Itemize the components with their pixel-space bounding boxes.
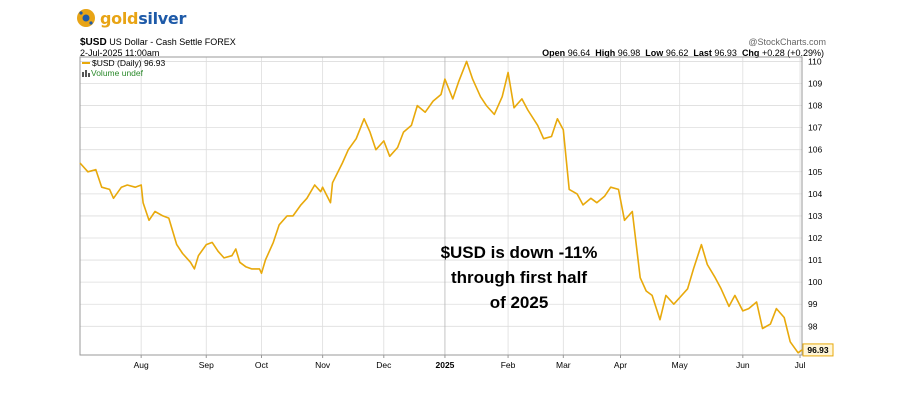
legend-series: $USD (Daily) 96.93 xyxy=(82,58,165,68)
y-tick-label: 106 xyxy=(808,145,822,155)
x-tick-label: Nov xyxy=(315,360,331,370)
symbol-description: US Dollar - Cash Settle FOREX xyxy=(109,37,236,47)
x-tick-label: Apr xyxy=(614,360,627,370)
price-stats: Open 96.64 High 96.98 Low 96.62 Last 96.… xyxy=(542,48,824,58)
annotation-line-2: through first half xyxy=(451,268,587,287)
last-value-label: 96.93 xyxy=(807,345,829,355)
brand-logo: goldsilver xyxy=(76,8,186,28)
legend-line-swatch xyxy=(82,62,90,64)
last-value-badge: 96.93 xyxy=(802,343,834,357)
last-value: 96.93 xyxy=(714,48,737,58)
chart-legend: $USD (Daily) 96.93 Volume undef xyxy=(82,58,165,78)
source-credit: @StockCharts.com xyxy=(748,37,826,47)
y-tick-label: 103 xyxy=(808,211,822,221)
symbol: $USD xyxy=(80,37,107,48)
x-tick-label: Feb xyxy=(501,360,516,370)
x-tick-label: Aug xyxy=(134,360,149,370)
coin-logo-icon xyxy=(76,8,96,28)
chart-datetime: 2-Jul-2025 11:00am xyxy=(80,48,160,58)
usd-price-line xyxy=(79,60,803,354)
x-tick-label: Jul xyxy=(795,360,806,370)
y-tick-label: 99 xyxy=(808,299,818,309)
last-label: Last xyxy=(693,48,712,58)
y-tick-label: 98 xyxy=(808,321,818,331)
legend-volume: Volume undef xyxy=(82,68,165,78)
y-tick-label: 105 xyxy=(808,167,822,177)
x-tick-label: May xyxy=(672,360,689,370)
x-tick-label: Sep xyxy=(199,360,214,370)
last-value-box xyxy=(802,343,834,357)
y-tick-label: 101 xyxy=(808,255,822,265)
brand-gold: gold xyxy=(100,8,139,28)
y-tick-label: 102 xyxy=(808,233,822,243)
volume-bars-icon xyxy=(82,69,90,77)
y-axis: 110 109 108 107 106 105 104 103 102 101 100 99 98 xyxy=(808,56,822,331)
y-tick-label: 100 xyxy=(808,277,822,287)
brand-silver: silver xyxy=(138,8,187,28)
y-tick-label: 104 xyxy=(808,189,822,199)
chart-grid xyxy=(80,57,802,355)
x-tick-label: 2025 xyxy=(435,360,454,370)
annotation-text: $USD is down -11% through first half of … xyxy=(414,240,624,315)
legend-series-label: $USD (Daily) 96.93 xyxy=(92,58,166,68)
y-tick-label: 110 xyxy=(808,56,822,66)
open-label: Open xyxy=(542,48,566,58)
y-tick-label: 109 xyxy=(808,78,822,88)
x-tick-label: Dec xyxy=(376,360,392,370)
chart-symbol-line: $USD US Dollar - Cash Settle FOREX xyxy=(80,37,236,48)
plot-frame xyxy=(79,56,803,356)
annotation-line-3: of 2025 xyxy=(489,293,549,312)
low-value: 96.62 xyxy=(665,48,689,58)
brand-name: goldsilver xyxy=(100,9,186,28)
x-axis: Aug Sep Oct Nov Dec 2025 Feb Mar Apr May Jun Jul xyxy=(134,355,806,370)
chg-value: +0.28 (+0.29%) xyxy=(761,48,824,58)
high-label: High xyxy=(595,48,616,58)
high-value: 96.98 xyxy=(617,48,641,58)
chg-label: Chg xyxy=(741,48,760,58)
legend-volume-label: Volume undef xyxy=(91,68,143,78)
annotation-line-1: $USD is down -11% xyxy=(440,243,598,262)
x-tick-label: Oct xyxy=(255,360,269,370)
y-tick-label: 107 xyxy=(808,123,822,133)
x-tick-label: Jun xyxy=(736,360,750,370)
open-value: 96.64 xyxy=(567,48,591,58)
y-tick-label: 108 xyxy=(808,101,822,111)
low-label: Low xyxy=(645,48,664,58)
x-tick-label: Mar xyxy=(556,360,571,370)
